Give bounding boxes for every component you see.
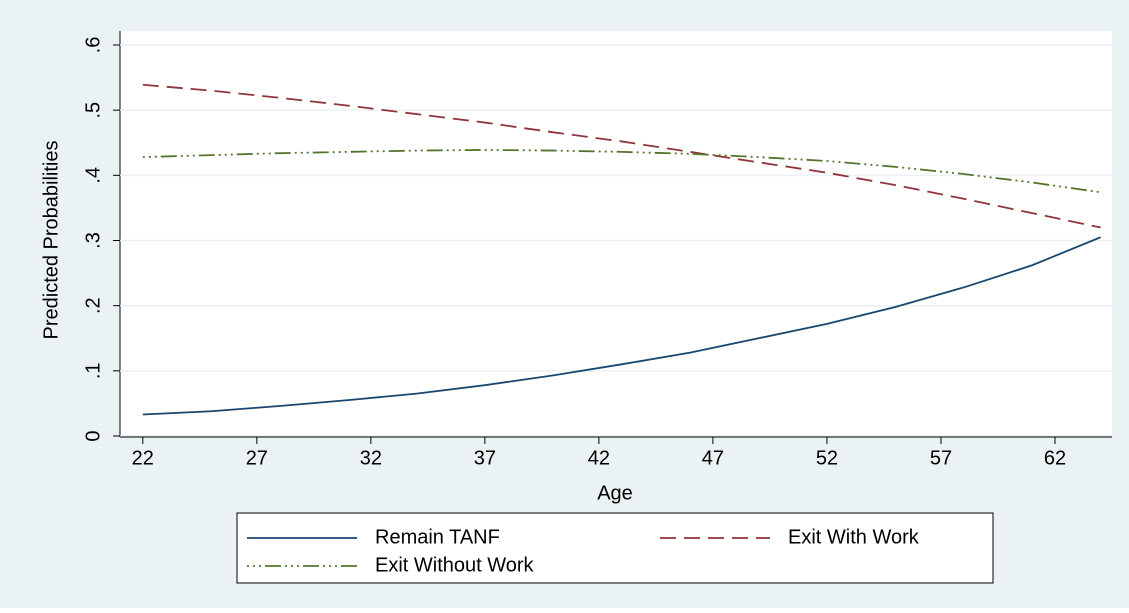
x-tick-label: 52 <box>816 447 838 469</box>
y-tick-label: .6 <box>82 37 104 54</box>
y-tick-label: .1 <box>82 362 104 379</box>
legend <box>236 512 994 584</box>
x-tick-label: 32 <box>360 447 382 469</box>
x-tick-label: 22 <box>132 447 154 469</box>
y-tick-label: .3 <box>82 232 104 249</box>
y-tick-label: 0 <box>82 430 104 441</box>
series-line <box>142 149 1101 194</box>
legend-label: Exit With Work <box>788 526 920 548</box>
series-line <box>142 236 1101 416</box>
legend-label: Remain TANF <box>375 526 500 548</box>
x-tick-label: 37 <box>474 447 496 469</box>
plot-area <box>120 31 1112 437</box>
series-line <box>142 83 1101 229</box>
y-axis-title: Predicted Probabilities <box>40 141 62 340</box>
x-tick-label: 57 <box>930 447 952 469</box>
x-tick-label: 42 <box>588 447 610 469</box>
y-tick-label: .5 <box>82 102 104 119</box>
x-tick-label: 27 <box>246 447 268 469</box>
y-tick-label: .2 <box>82 297 104 314</box>
x-tick-label: 47 <box>702 447 724 469</box>
y-tick-label: .4 <box>82 167 104 184</box>
x-tick-label: 62 <box>1044 447 1066 469</box>
x-axis-title: Age <box>597 482 633 504</box>
legend-label: Exit Without Work <box>375 554 535 576</box>
